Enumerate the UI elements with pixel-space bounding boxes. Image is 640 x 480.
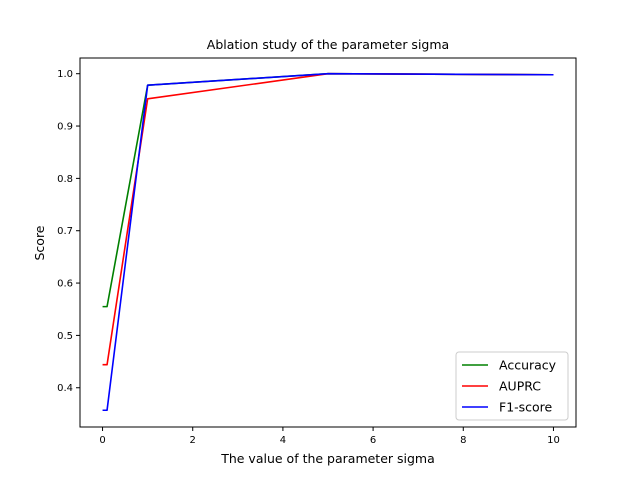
y-tick-label: 0.5 xyxy=(57,331,73,342)
axes-frame xyxy=(79,57,577,428)
legend-label: AUPRC xyxy=(499,379,541,394)
chart-title: Ablation study of the parameter sigma xyxy=(207,37,449,52)
y-tick-label: 0.6 xyxy=(57,279,73,290)
y-tick-label: 0.8 xyxy=(57,174,73,185)
x-tick-label: 2 xyxy=(190,435,196,446)
series-line-f1-score xyxy=(102,72,554,412)
x-tick-label: 8 xyxy=(460,435,466,446)
x-tick-label: 4 xyxy=(280,435,286,446)
x-axis-label: The value of the parameter sigma xyxy=(220,451,435,466)
legend-box xyxy=(455,351,569,421)
x-tick-label: 6 xyxy=(370,435,376,446)
x-tick-label: 10 xyxy=(547,435,560,446)
plot-area: 0 2 4 6 8 10 0.4 0.5 0.6 0.7 0.8 0.9 1.0 xyxy=(57,57,577,446)
y-tick-label: 0.7 xyxy=(57,226,73,237)
y-tick-label: 0.9 xyxy=(57,122,73,133)
y-tick-label: 1.0 xyxy=(57,69,73,80)
x-tick-label: 0 xyxy=(99,435,105,446)
legend-label: F1-score xyxy=(499,400,553,415)
y-tick-label: 0.4 xyxy=(57,383,73,394)
legend: Accuracy AUPRC F1-score xyxy=(455,351,569,421)
y-axis-label: Score xyxy=(32,225,47,260)
legend-label: Accuracy xyxy=(499,358,557,373)
